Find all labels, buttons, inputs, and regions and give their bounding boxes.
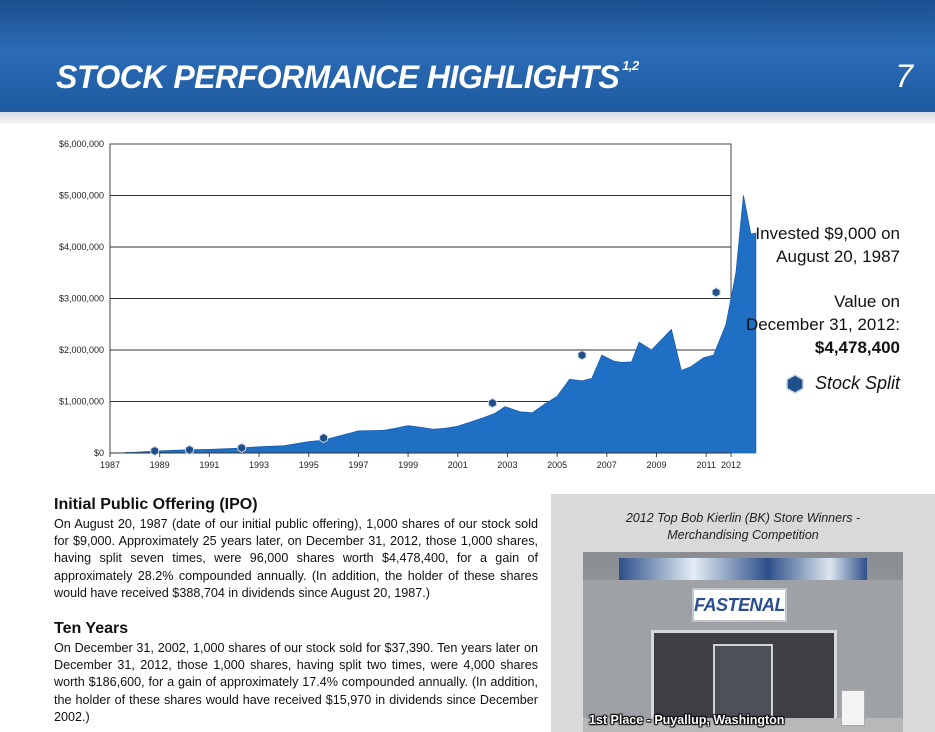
- legend-label-stock-split: Stock Split: [814, 373, 900, 393]
- photo-caption-line-1: 2012 Top Bob Kierlin (BK) Store Winners …: [625, 511, 861, 525]
- store-sign-text: FASTENAL: [694, 594, 786, 615]
- y-tick-label: $5,000,000: [59, 191, 104, 201]
- invested-line-1: Invested $9,000 on: [755, 224, 900, 243]
- y-tick-label: $1,000,000: [59, 397, 104, 407]
- stock-split-marker: [185, 444, 194, 455]
- page-title: STOCK PERFORMANCE HIGHLIGHTS 1,2: [56, 58, 639, 96]
- header-banner: STOCK PERFORMANCE HIGHLIGHTS 1,2 7: [0, 0, 935, 112]
- page-title-text: STOCK PERFORMANCE HIGHLIGHTS: [56, 59, 620, 95]
- x-tick-label: 2009: [646, 460, 666, 470]
- x-tick-label: 2012: [721, 460, 741, 470]
- stock-split-marker: [711, 287, 721, 298]
- store-sign: FASTENAL: [692, 588, 787, 622]
- invested-line-2: August 20, 1987: [776, 247, 900, 266]
- value-amount: $4,478,400: [814, 338, 900, 357]
- x-tick-label: 1999: [398, 460, 418, 470]
- stock-value-area: [124, 195, 757, 454]
- x-tick-label: 2007: [597, 460, 617, 470]
- investment-summary: Invested $9,000 on August 20, 1987 Value…: [700, 222, 900, 359]
- header-shadow-band: [0, 112, 935, 124]
- store-photo: FASTENAL 1st Place - Puyallup, Washingto…: [583, 552, 903, 732]
- x-tick-label: 1991: [199, 460, 219, 470]
- ten-years-section: Ten Years On December 31, 2002, 1,000 sh…: [54, 620, 538, 726]
- photo-caption: 2012 Top Bob Kierlin (BK) Store Winners …: [551, 510, 935, 544]
- y-tick-label: $3,000,000: [59, 294, 104, 304]
- x-tick-label: 2001: [448, 460, 468, 470]
- x-tick-label: 2011: [696, 460, 715, 470]
- ipo-section: Initial Public Offering (IPO) On August …: [54, 496, 538, 602]
- value-line-2: December 31, 2012:: [745, 315, 900, 334]
- ten-years-body: On December 31, 2002, 1,000 shares of ou…: [54, 641, 538, 724]
- ipo-heading: Initial Public Offering (IPO): [54, 496, 258, 513]
- sidewalk-sign: [841, 690, 865, 726]
- stock-split-marker: [237, 442, 246, 453]
- chart-legend: Stock Split: [785, 373, 900, 394]
- store-winner-panel: 2012 Top Bob Kierlin (BK) Store Winners …: [551, 494, 935, 732]
- x-tick-label: 1987: [100, 460, 120, 470]
- x-tick-label: 1995: [299, 460, 319, 470]
- ten-years-heading: Ten Years: [54, 620, 129, 637]
- stock-split-marker: [150, 445, 160, 456]
- x-tick-label: 1989: [150, 460, 170, 470]
- stock-split-marker: [319, 433, 328, 444]
- y-tick-label: $2,000,000: [59, 345, 104, 355]
- photo-overlay-label: 1st Place - Puyallup, Washington: [589, 713, 785, 727]
- page-number: 7: [895, 58, 913, 94]
- y-tick-label: $0: [94, 448, 104, 458]
- x-tick-label: 2005: [547, 460, 567, 470]
- hexagon-icon: [786, 373, 804, 394]
- stock-split-marker: [488, 397, 497, 409]
- y-tick-label: $6,000,000: [59, 139, 104, 149]
- awning-graphic: [619, 558, 867, 580]
- x-tick-label: 1993: [249, 460, 269, 470]
- footnote-marks: 1,2: [622, 58, 639, 73]
- stock-split-marker: [577, 350, 587, 361]
- stock-value-chart: $0 $1,000,000 $2,000,000 $3,000,000 $4,000,0…: [59, 139, 757, 470]
- x-tick-label: 2003: [497, 460, 517, 470]
- y-tick-label: $4,000,000: [59, 242, 104, 252]
- photo-caption-line-2: Merchandising Competition: [667, 528, 819, 542]
- ipo-body: On August 20, 1987 (date of our initial …: [54, 517, 538, 600]
- x-tick-label: 1997: [348, 460, 368, 470]
- value-line-1: Value on: [834, 292, 900, 311]
